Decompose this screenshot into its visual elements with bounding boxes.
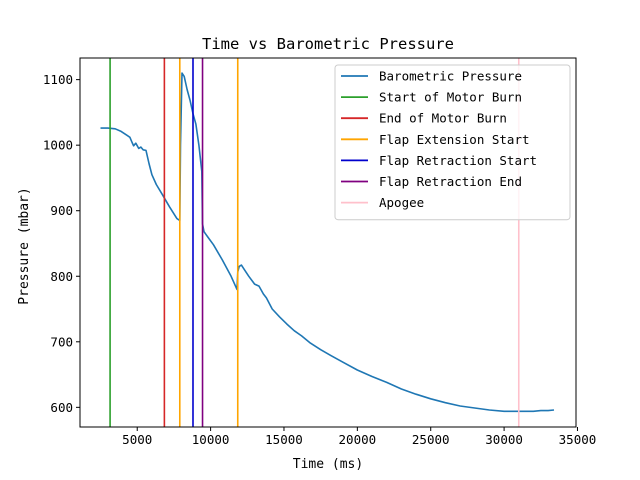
y-tick-label: 1100 (43, 72, 73, 87)
y-tick-label: 1000 (43, 138, 73, 153)
y-tick-label: 800 (50, 269, 73, 284)
x-tick-label: 20000 (339, 432, 377, 447)
x-tick-label: 30000 (485, 432, 523, 447)
axes-frame (79, 57, 577, 428)
y-tick-label: 900 (50, 203, 73, 218)
chart-title: Time vs Barometric Pressure (202, 35, 454, 53)
legend-label: Flap Retraction End (379, 174, 522, 189)
legend-label: Barometric Pressure (379, 69, 522, 84)
legend-label: Start of Motor Burn (379, 90, 522, 105)
x-tick-label: 10000 (192, 432, 230, 447)
y-tick-label: 600 (50, 400, 73, 415)
legend-box (334, 64, 571, 221)
legend-label: Flap Extension Start (379, 132, 530, 147)
series-line-0 (100, 72, 555, 413)
x-tick-label: 15000 (265, 432, 303, 447)
x-axis-title: Time (ms) (293, 457, 363, 472)
x-tick-label: 25000 (412, 432, 450, 447)
x-tick-label: 5000 (122, 432, 152, 447)
legend: Barometric Pressure Start of Motor Burn En… (334, 64, 571, 221)
legend-label: End of Motor Burn (379, 111, 507, 126)
y-axis-title: Pressure (mbar) (17, 187, 32, 304)
y-tick-label: 700 (50, 334, 73, 349)
legend-label: Flap Retraction Start (379, 153, 537, 168)
x-tick-label: 35000 (559, 432, 597, 447)
legend-label: Apogee (379, 195, 424, 210)
